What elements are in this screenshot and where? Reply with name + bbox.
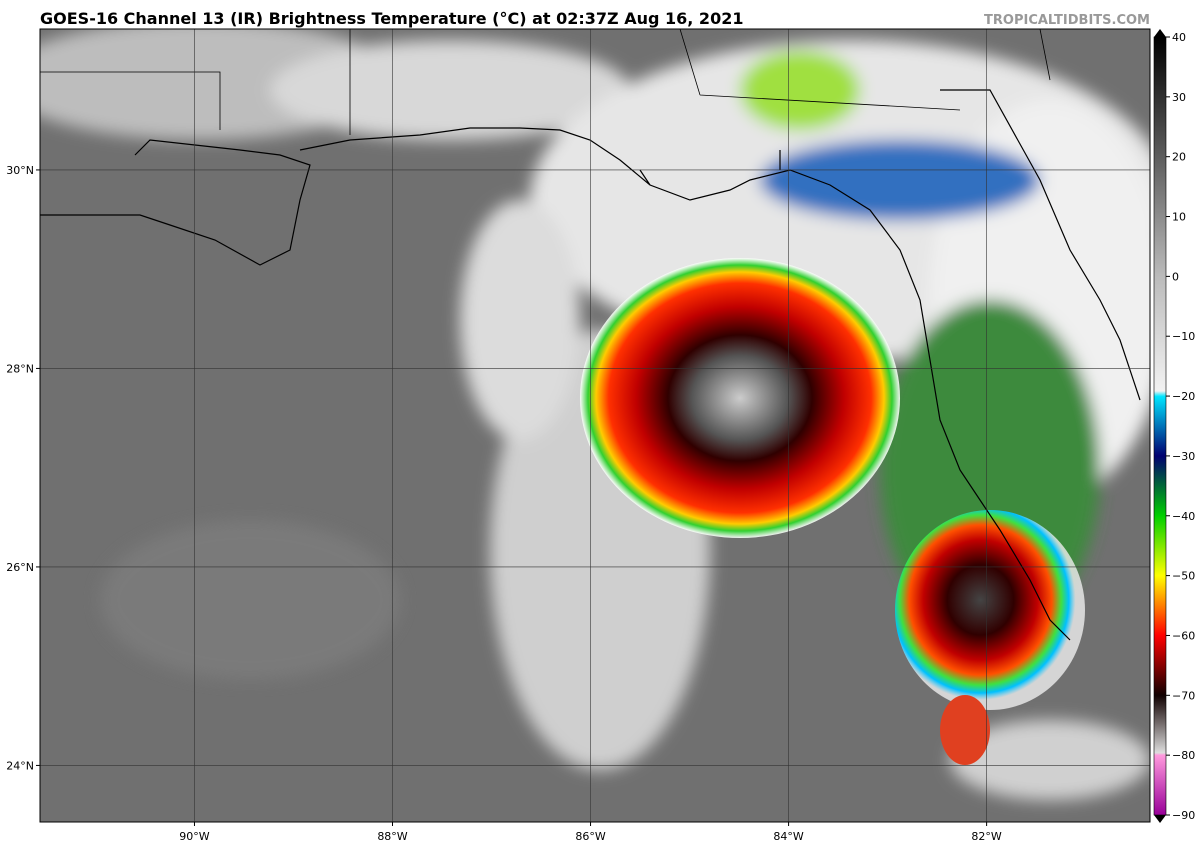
colorbar-label: 40 [1172, 31, 1186, 44]
graticule [40, 29, 1150, 822]
colorbar-label: −80 [1172, 749, 1195, 762]
title: GOES-16 Channel 13 (IR) Brightness Tempe… [40, 9, 743, 28]
satellite-image [40, 29, 1150, 822]
colorbar-label: −30 [1172, 450, 1195, 463]
colorbar-label: 30 [1172, 91, 1186, 104]
map-frame [39, 28, 1151, 823]
colorbar-label: −40 [1172, 510, 1195, 523]
lon-label: 88°W [377, 830, 407, 843]
colorbar-label: −70 [1172, 689, 1195, 702]
colorbar-label: −60 [1172, 629, 1195, 642]
lat-label: 30°N [6, 164, 34, 177]
lon-label: 84°W [773, 830, 803, 843]
source: TROPICALTIDBITS.COM [984, 13, 1150, 28]
colorbar-label: 0 [1172, 270, 1179, 283]
lon-label: 82°W [971, 830, 1001, 843]
colorbar-label: 20 [1172, 151, 1186, 164]
colorbar-label: −50 [1172, 570, 1195, 583]
lat-label: 28°N [6, 362, 34, 375]
lat-label: 26°N [6, 561, 34, 574]
colorbar-label: −10 [1172, 330, 1195, 343]
colorbar-label: 10 [1172, 211, 1186, 224]
lon-label: 90°W [179, 830, 209, 843]
lat-label: 24°N [6, 759, 34, 772]
state-borders [40, 29, 1051, 135]
colorbar-label: −90 [1172, 809, 1195, 822]
lon-label: 86°W [575, 830, 605, 843]
colorbar-label: −20 [1172, 390, 1195, 403]
colorbar [1153, 36, 1167, 816]
